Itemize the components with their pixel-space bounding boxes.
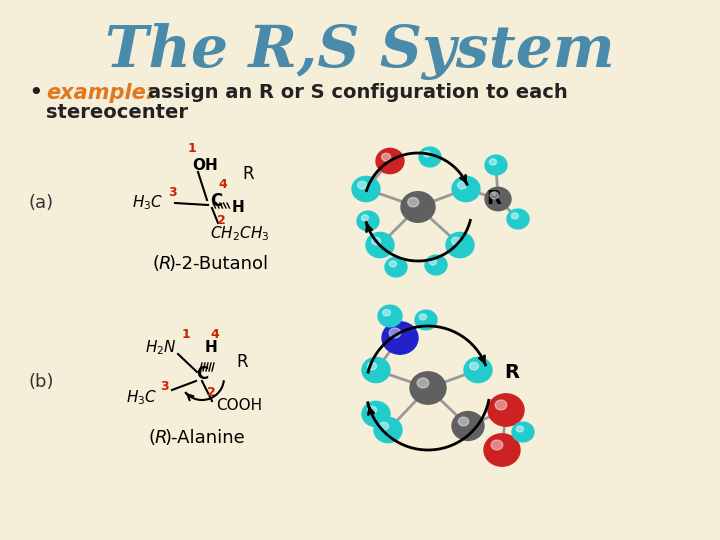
Text: H: H (232, 200, 245, 215)
Text: example:: example: (46, 83, 154, 103)
Text: (: ( (148, 429, 155, 447)
Ellipse shape (457, 181, 467, 189)
Ellipse shape (469, 362, 479, 370)
Ellipse shape (485, 187, 511, 211)
Text: 2: 2 (207, 386, 216, 399)
Text: (a): (a) (28, 194, 53, 212)
Ellipse shape (490, 192, 498, 199)
Text: R: R (236, 353, 248, 371)
Text: )-2-Butanol: )-2-Butanol (169, 255, 269, 273)
Ellipse shape (352, 177, 380, 201)
Text: 4: 4 (218, 178, 227, 191)
Ellipse shape (425, 255, 447, 275)
Ellipse shape (491, 440, 503, 450)
Ellipse shape (485, 155, 507, 175)
Ellipse shape (382, 153, 391, 161)
Text: 2: 2 (217, 214, 226, 227)
Text: H: H (205, 340, 217, 354)
Ellipse shape (415, 310, 437, 330)
Ellipse shape (419, 314, 426, 320)
Text: 1: 1 (182, 327, 191, 341)
Ellipse shape (484, 434, 520, 466)
Ellipse shape (401, 192, 435, 222)
Ellipse shape (452, 177, 480, 201)
Ellipse shape (495, 400, 507, 410)
Ellipse shape (512, 422, 534, 442)
Ellipse shape (446, 232, 474, 258)
Text: C: C (210, 192, 222, 210)
Text: stereocenter: stereocenter (46, 104, 188, 123)
Text: $CH_2CH_3$: $CH_2CH_3$ (210, 225, 269, 244)
Text: )-Alanine: )-Alanine (165, 429, 246, 447)
Text: COOH: COOH (216, 399, 262, 414)
Ellipse shape (452, 411, 484, 441)
Text: 3: 3 (168, 186, 176, 199)
Ellipse shape (408, 198, 419, 207)
Text: $H_3C$: $H_3C$ (126, 389, 157, 407)
Ellipse shape (376, 148, 404, 173)
Ellipse shape (419, 147, 441, 167)
Ellipse shape (367, 362, 377, 370)
Text: (: ( (152, 255, 159, 273)
Text: R: R (504, 363, 519, 382)
Ellipse shape (507, 209, 529, 229)
Text: OH: OH (192, 159, 217, 173)
Ellipse shape (417, 378, 429, 388)
Text: 1: 1 (188, 141, 197, 154)
Ellipse shape (390, 261, 397, 267)
Ellipse shape (374, 417, 402, 443)
Ellipse shape (511, 213, 518, 219)
Ellipse shape (429, 259, 436, 265)
Ellipse shape (357, 211, 379, 231)
Text: $H_3C$: $H_3C$ (132, 194, 163, 212)
Text: C: C (196, 365, 208, 383)
Ellipse shape (362, 401, 390, 427)
Ellipse shape (516, 426, 523, 432)
Ellipse shape (459, 417, 469, 426)
Ellipse shape (385, 257, 407, 277)
Ellipse shape (464, 357, 492, 383)
Ellipse shape (383, 309, 390, 316)
Ellipse shape (451, 237, 461, 245)
Ellipse shape (362, 357, 390, 383)
Ellipse shape (389, 328, 401, 338)
Ellipse shape (488, 394, 524, 426)
Ellipse shape (379, 422, 389, 430)
Ellipse shape (382, 322, 418, 354)
Text: R: R (159, 255, 171, 273)
Ellipse shape (361, 215, 369, 221)
Text: 3: 3 (160, 381, 168, 394)
Text: The R,S System: The R,S System (105, 24, 615, 80)
Ellipse shape (367, 406, 377, 414)
Ellipse shape (366, 232, 394, 258)
Ellipse shape (423, 151, 431, 157)
Text: •: • (28, 81, 42, 105)
Ellipse shape (358, 181, 366, 189)
Text: assign an R or S configuration to each: assign an R or S configuration to each (148, 84, 568, 103)
Ellipse shape (490, 159, 497, 165)
Text: 4: 4 (210, 327, 219, 341)
Text: (b): (b) (28, 373, 53, 391)
Text: R: R (486, 190, 501, 208)
Text: R: R (155, 429, 168, 447)
Ellipse shape (372, 237, 381, 245)
Text: $H_2N$: $H_2N$ (145, 339, 176, 357)
Text: R: R (242, 165, 253, 183)
Ellipse shape (378, 305, 402, 327)
Ellipse shape (410, 372, 446, 404)
